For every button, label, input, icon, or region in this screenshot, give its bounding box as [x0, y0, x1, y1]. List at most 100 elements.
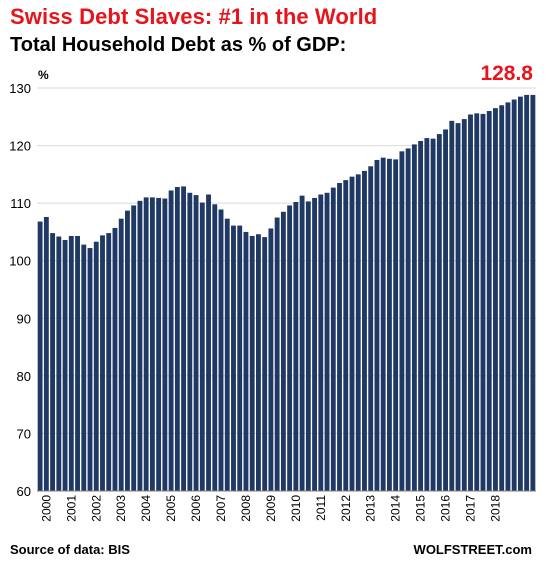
bar	[530, 94, 536, 491]
bar	[268, 228, 274, 491]
x-tick-label: 2004	[139, 495, 153, 522]
x-tick-label: 2018	[488, 495, 502, 522]
bars	[37, 94, 536, 492]
bar	[193, 195, 199, 491]
bar	[380, 157, 386, 491]
bar	[399, 151, 405, 492]
bar	[443, 129, 448, 492]
axes: 60 70 80 90 100 110 120 130 2000 2001 2002 2003 2004…	[9, 81, 536, 522]
x-tick-label: 2006	[189, 495, 203, 522]
bar	[62, 239, 68, 491]
bar	[362, 170, 367, 491]
bar	[187, 192, 193, 491]
gridlines	[37, 87, 536, 492]
bar	[262, 237, 268, 491]
bar	[274, 217, 280, 492]
bar	[100, 235, 105, 491]
bar	[156, 197, 162, 491]
bar	[93, 241, 99, 491]
x-tick-label: 2013	[364, 495, 378, 522]
x-tick-label: 2012	[339, 495, 353, 522]
bar	[224, 218, 230, 492]
bar	[486, 111, 492, 492]
bar	[75, 235, 80, 491]
bar	[337, 182, 342, 491]
bar	[461, 119, 467, 492]
x-tick-label: 2014	[389, 495, 403, 522]
bar	[468, 114, 473, 492]
y-tick-label: 130	[9, 81, 31, 96]
x-tick-label: 2010	[289, 495, 303, 522]
x-tick-label: 2001	[64, 495, 78, 522]
bar	[50, 233, 56, 491]
bar	[418, 140, 424, 492]
bar	[212, 204, 218, 491]
bar	[106, 233, 112, 491]
bar	[280, 211, 286, 491]
bar	[493, 108, 498, 492]
bar	[343, 180, 349, 491]
bar	[505, 102, 511, 492]
bar	[112, 227, 118, 492]
bar	[181, 186, 187, 491]
bar	[137, 200, 143, 491]
bar	[374, 159, 380, 491]
bar	[249, 235, 255, 491]
bar	[81, 244, 87, 491]
bar	[218, 209, 224, 491]
bar	[299, 195, 305, 491]
x-tick-label: 2002	[89, 495, 103, 522]
bar	[318, 194, 324, 491]
bar	[349, 176, 355, 491]
y-tick-label: 100	[9, 254, 31, 269]
bar	[386, 158, 392, 491]
bar	[68, 235, 74, 491]
bar	[517, 96, 523, 491]
bar	[411, 144, 417, 492]
bar	[455, 123, 461, 492]
chart-subtitle: Total Household Debt as % of GDP:	[10, 34, 347, 56]
x-tick-label: 2016	[439, 495, 453, 522]
bar	[125, 210, 130, 491]
brand-label: WOLFSTREET.com	[413, 542, 532, 557]
x-tick-label: 2015	[414, 495, 428, 522]
y-tick-label: 70	[17, 426, 31, 441]
y-tick-label: 110	[10, 196, 31, 211]
x-tick-label: 2005	[164, 495, 178, 522]
bar	[87, 248, 93, 491]
bar	[430, 138, 436, 492]
bar	[56, 236, 62, 491]
latest-value-callout: 128.8	[480, 62, 533, 85]
bar	[43, 216, 49, 491]
bar	[206, 194, 211, 491]
bar	[168, 190, 174, 491]
y-axis-label: %	[38, 68, 49, 82]
bar	[312, 197, 318, 491]
x-tick-label: 2003	[114, 495, 128, 522]
bar	[480, 113, 486, 492]
x-tick-label: 2009	[264, 495, 278, 522]
chart-title: Swiss Debt Slaves: #1 in the World	[10, 4, 378, 29]
bar	[199, 202, 205, 491]
x-tick-label: 2017	[464, 495, 478, 522]
bar	[143, 197, 149, 491]
y-tick-label: 90	[17, 311, 31, 326]
bar	[237, 225, 243, 492]
bar	[149, 197, 155, 491]
source-note: Source of data: BIS	[10, 542, 130, 557]
bar	[118, 218, 124, 492]
bar	[499, 105, 505, 492]
bar	[355, 174, 361, 491]
bar	[287, 205, 293, 491]
bar	[162, 198, 168, 491]
bar	[255, 234, 261, 491]
bar	[368, 166, 374, 491]
bar	[511, 99, 517, 491]
bar	[330, 187, 336, 491]
bar	[405, 148, 411, 491]
bar	[293, 201, 299, 491]
bar	[174, 187, 180, 491]
x-tick-label: 2000	[39, 495, 53, 522]
bar	[424, 138, 430, 491]
bar	[324, 192, 330, 491]
